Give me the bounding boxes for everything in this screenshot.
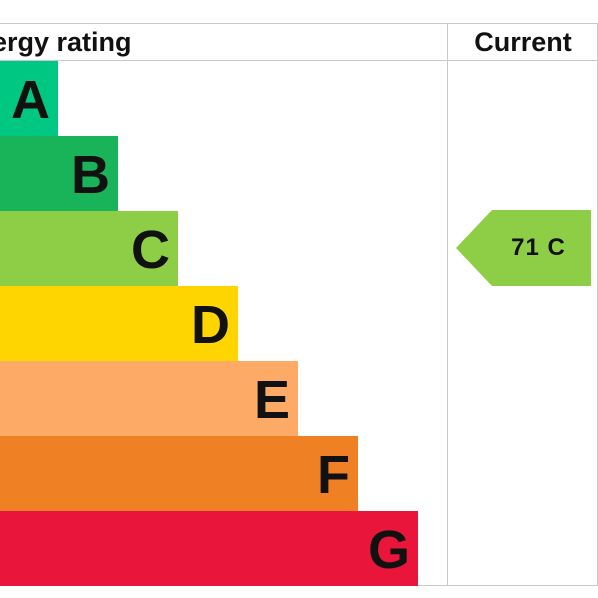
band-letter-c: C — [131, 220, 170, 280]
current-arrow-shape — [456, 210, 591, 286]
current-rating-arrow: 71 C — [456, 210, 591, 286]
column-divider — [447, 23, 448, 586]
band-letter-g: G — [367, 520, 410, 580]
band-letter-f: F — [317, 445, 350, 505]
band-letter-d: D — [191, 295, 230, 355]
top-border — [0, 23, 598, 24]
band-c: C — [0, 211, 178, 286]
current-header: Current — [474, 27, 572, 57]
band-letter-a: A — [11, 70, 50, 130]
band-d: D — [0, 286, 238, 361]
energy-rating-header: ergy rating — [0, 27, 132, 57]
header-divider — [0, 60, 598, 61]
band-f: F — [0, 436, 358, 511]
band-g: G — [0, 511, 418, 586]
band-a: A — [0, 61, 58, 136]
current-rating-label: 71 C — [511, 234, 566, 261]
band-letter-e: E — [253, 370, 290, 430]
band-b: B — [0, 136, 118, 211]
band-letter-b: B — [71, 145, 110, 205]
band-e: E — [0, 361, 298, 436]
